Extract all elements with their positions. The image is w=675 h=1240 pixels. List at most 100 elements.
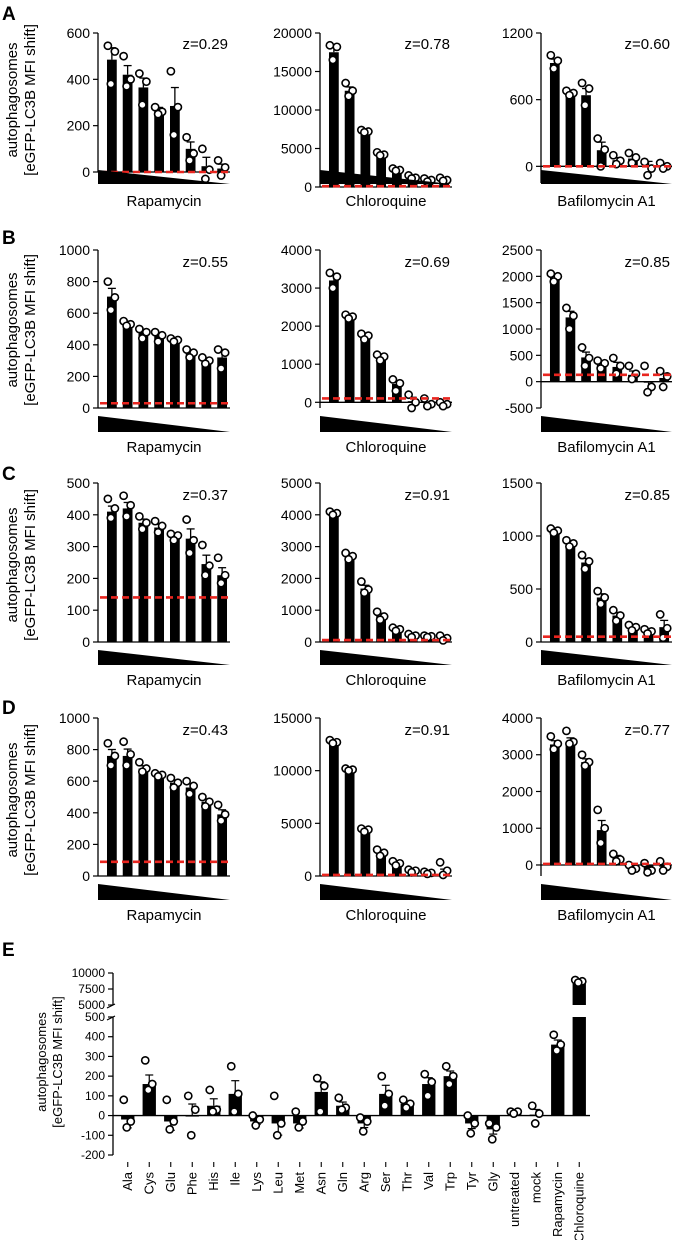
y-axis-label-line2: [eGFP-LC3B MFI shift]: [50, 996, 65, 1127]
data-point: [103, 494, 113, 504]
data-point: [573, 978, 583, 987]
z-score-label: z=0.78: [405, 36, 450, 53]
data-point: [185, 789, 195, 799]
data-point: [534, 1109, 544, 1118]
data-point: [157, 330, 167, 340]
chart-panel-D-2: 0 5000 10000 15000 z=0.91 Chloroquine: [273, 710, 452, 924]
data-point: [577, 78, 587, 88]
data-point: [608, 353, 618, 363]
data-point: [298, 1117, 308, 1126]
data-point: [200, 359, 210, 369]
axis-break-mark: [106, 1015, 116, 1021]
y-tick-label: -100: [81, 1128, 105, 1142]
data-point: [643, 867, 652, 877]
data-point: [229, 1107, 239, 1117]
bar: [572, 1017, 586, 1116]
y-tick-label: 5000: [281, 141, 312, 157]
y-tick-label: 0: [304, 394, 312, 410]
data-point: [248, 1111, 258, 1120]
y-tick-label: 20000: [273, 25, 312, 41]
data-point: [438, 176, 448, 186]
y-tick-label: 1000: [502, 820, 533, 836]
bar: [596, 150, 607, 167]
data-point: [600, 593, 610, 602]
data-point: [332, 272, 342, 282]
data-point: [398, 1095, 408, 1105]
data-point: [122, 321, 132, 331]
data-point: [608, 150, 618, 160]
data-point: [438, 401, 448, 411]
y-tick-label: 0: [525, 374, 533, 390]
data-point: [356, 577, 366, 586]
bar: [121, 1115, 135, 1120]
z-score-label: z=0.91: [405, 722, 450, 739]
panel-label: A: [2, 4, 16, 25]
data-point: [553, 56, 563, 66]
y-tick-label: 500: [85, 1010, 105, 1024]
data-point: [186, 1130, 196, 1140]
data-point: [584, 353, 594, 363]
category-label: Met: [292, 1172, 307, 1194]
data-point: [150, 102, 160, 112]
data-point: [608, 849, 618, 859]
y-tick-label: 1000: [502, 321, 533, 337]
y-tick-label: 10000: [72, 966, 106, 980]
y-tick-label: 0: [82, 868, 90, 884]
data-point: [546, 269, 556, 279]
data-point: [185, 548, 195, 558]
drug-name-label: Bafilomycin A1: [557, 907, 655, 924]
data-point: [173, 102, 183, 112]
y-tick-label: 0: [525, 158, 533, 174]
y-tick-label: 500: [510, 581, 534, 597]
dose-gradient-wedge: [541, 170, 672, 184]
y-tick-label: 3000: [281, 280, 312, 296]
data-point: [344, 554, 354, 564]
data-point: [565, 739, 574, 749]
y-tick-label: 800: [67, 742, 91, 758]
data-point: [359, 127, 369, 137]
data-point: [141, 77, 151, 87]
data-point: [119, 737, 129, 747]
data-point: [627, 625, 637, 635]
data-point: [140, 1055, 150, 1065]
data-point: [233, 1089, 243, 1099]
y-tick-label: 300: [85, 1049, 105, 1063]
data-point: [344, 314, 354, 323]
y-tick-label: 1000: [59, 710, 90, 726]
data-point: [272, 1130, 282, 1140]
y-tick-label: 1000: [502, 528, 533, 544]
bar: [154, 109, 165, 172]
bar: [201, 360, 212, 408]
data-point: [126, 500, 136, 510]
category-label: Ile: [227, 1172, 242, 1186]
bar: [659, 377, 670, 382]
data-point: [169, 783, 179, 792]
data-point: [325, 40, 335, 50]
data-point: [119, 51, 129, 61]
data-point: [530, 1119, 540, 1128]
bar: [169, 340, 180, 408]
chart-panel-D-1: 0 200 400 600 800 1000 z=0.43 Rapamycin: [59, 710, 230, 924]
data-point: [189, 535, 199, 545]
data-point: [134, 69, 144, 78]
data-point: [546, 50, 556, 60]
data-point: [546, 731, 556, 741]
bar: [122, 508, 133, 642]
data-point: [580, 564, 590, 574]
data-point: [624, 148, 634, 158]
bar: [344, 556, 355, 642]
data-point: [103, 738, 113, 748]
category-label: Lys: [249, 1172, 264, 1192]
bar: [391, 629, 402, 642]
data-point: [624, 361, 634, 371]
category-label: Gln: [335, 1172, 350, 1192]
data-point: [444, 1079, 454, 1089]
bar: [138, 87, 149, 172]
data-point: [189, 149, 199, 158]
data-point: [565, 90, 574, 100]
data-point: [549, 64, 559, 73]
bar: [596, 364, 607, 382]
data-point: [375, 615, 385, 625]
data-point: [122, 1123, 132, 1132]
bar: [185, 538, 196, 642]
